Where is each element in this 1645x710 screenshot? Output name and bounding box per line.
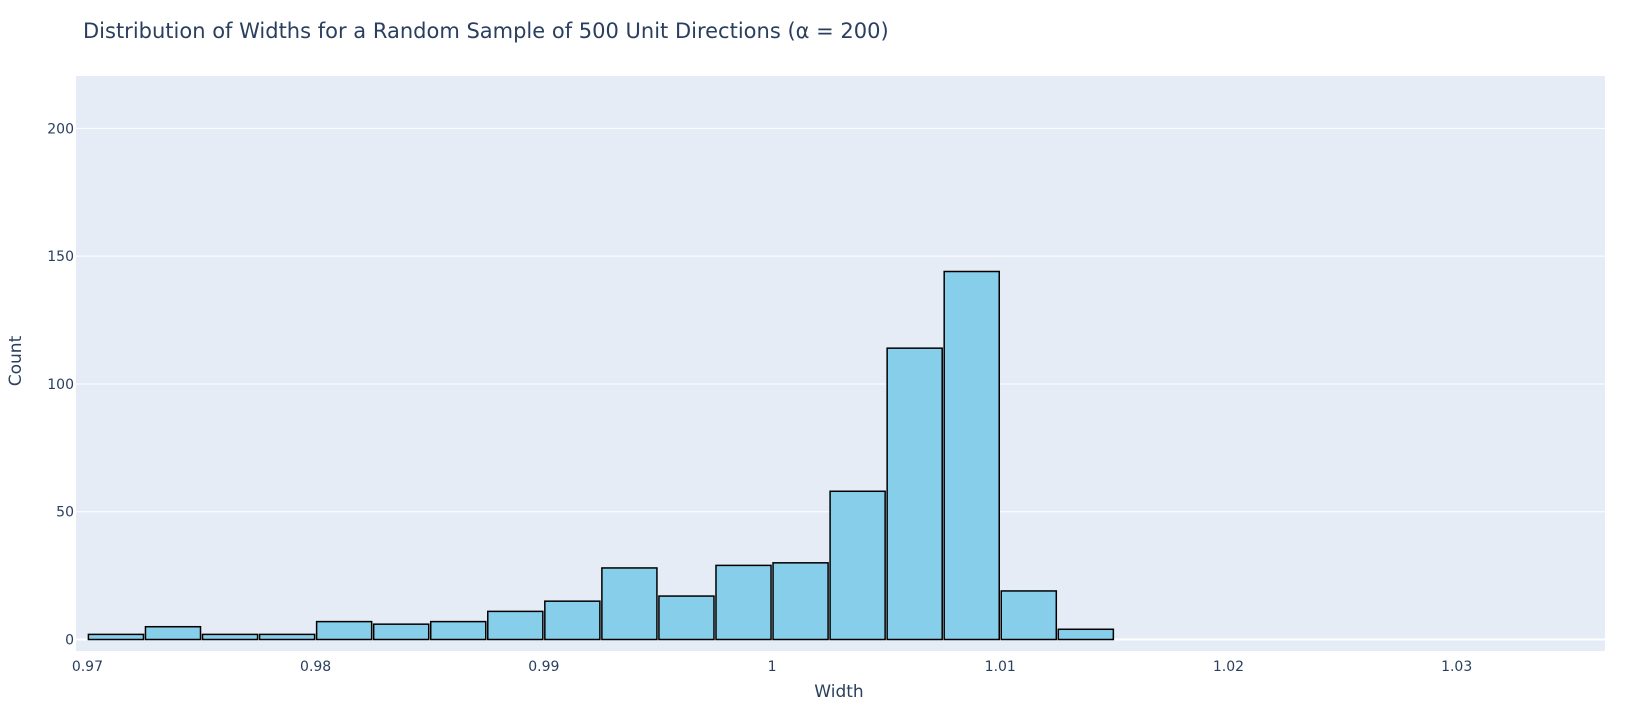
x-tick-label: 0.97 [72, 659, 103, 675]
histogram-bar[interactable] [943, 270, 1000, 641]
y-tick-label: 200 [47, 121, 74, 137]
histogram-bar[interactable] [1000, 590, 1058, 641]
x-tick-label: 1.03 [1441, 659, 1472, 675]
x-tick-label: 0.98 [300, 659, 331, 675]
histogram-bar[interactable] [658, 595, 715, 641]
x-tick-label: 1 [768, 659, 777, 675]
histogram-bar[interactable] [772, 562, 829, 641]
histogram-bar[interactable] [258, 633, 316, 641]
histogram-bar[interactable] [372, 623, 430, 641]
histogram-bar[interactable] [829, 490, 886, 641]
histogram-bar[interactable] [1057, 628, 1115, 641]
histogram-bar[interactable] [144, 625, 202, 641]
x-tick-label: 1.01 [985, 659, 1016, 675]
y-axis-title: Count [6, 335, 26, 386]
chart-title: Distribution of Widths for a Random Samp… [83, 19, 889, 43]
x-tick-label: 1.02 [1213, 659, 1244, 675]
histogram-bar[interactable] [429, 620, 487, 641]
histogram-bar[interactable] [315, 620, 373, 641]
histogram-bar[interactable] [715, 564, 772, 641]
y-tick-label: 150 [47, 249, 74, 265]
y-axis-ticks: 0 50 100 150 200 [47, 121, 74, 648]
histogram-bar[interactable] [601, 567, 658, 641]
x-axis-title: Width [814, 682, 863, 702]
histogram-bars [87, 270, 1115, 641]
y-tick-label: 50 [56, 505, 74, 521]
histogram-bar[interactable] [87, 633, 145, 641]
histogram-bar[interactable] [544, 600, 601, 641]
y-tick-label: 0 [65, 633, 74, 649]
x-axis-ticks: 0.97 0.98 0.99 1 1.01 1.02 1.03 [72, 659, 1472, 675]
y-tick-label: 100 [47, 377, 74, 393]
histogram-bar[interactable] [886, 347, 943, 641]
histogram-bar[interactable] [201, 633, 259, 641]
x-tick-label: 0.99 [528, 659, 559, 675]
histogram-bar[interactable] [487, 610, 544, 641]
